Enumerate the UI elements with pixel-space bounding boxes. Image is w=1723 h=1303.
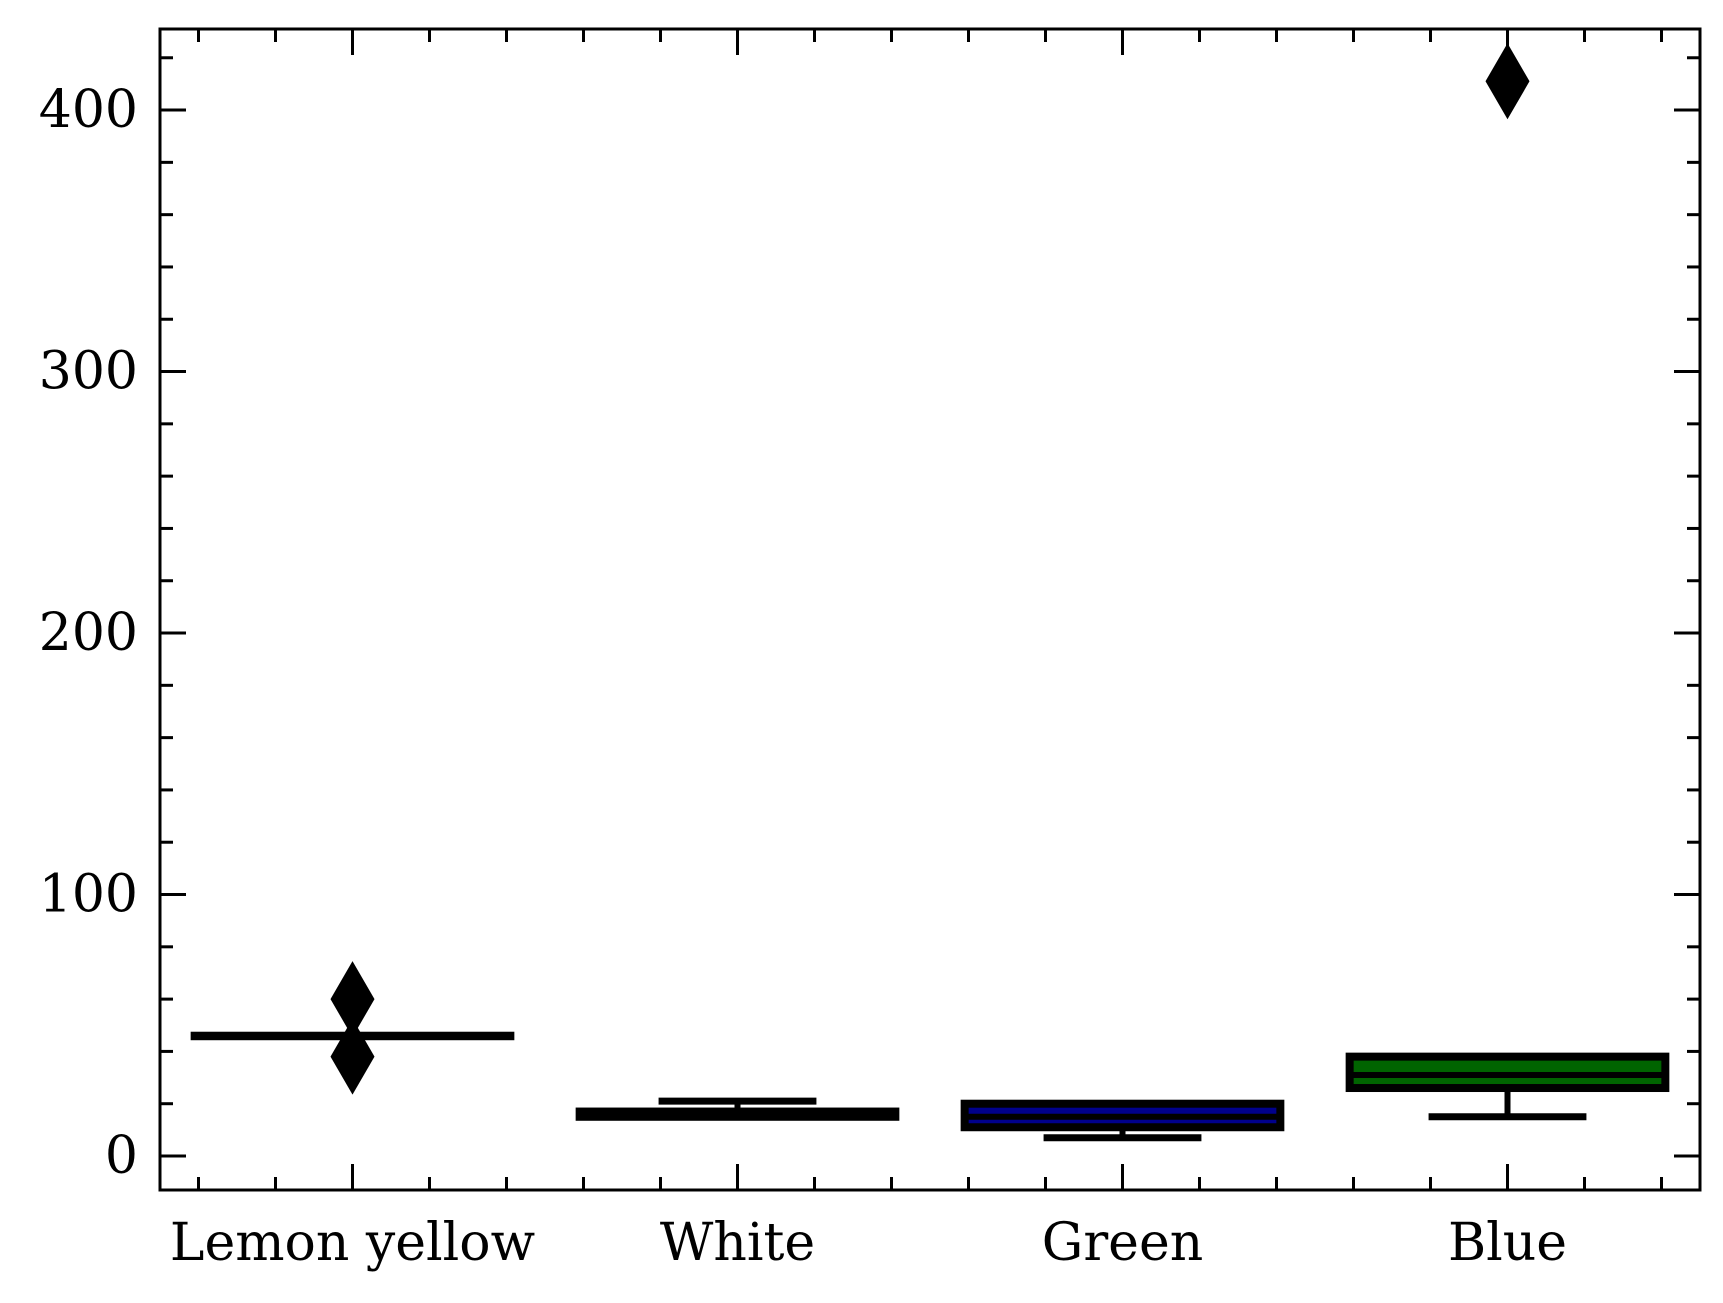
x-tick-label: White xyxy=(660,1213,815,1273)
x-tick-label: Green xyxy=(1042,1213,1203,1273)
y-tick-label: 300 xyxy=(39,342,138,402)
outlier-point xyxy=(1485,43,1530,120)
box-group-white xyxy=(575,1097,900,1121)
plot-marks xyxy=(190,43,1670,1142)
box-group-blue xyxy=(1345,43,1670,1121)
box-group-green xyxy=(960,1099,1285,1142)
x-tick-label: Blue xyxy=(1448,1213,1567,1273)
y-tick-label: 200 xyxy=(39,603,138,663)
outlier-point xyxy=(330,1018,375,1095)
plot-frame xyxy=(158,27,1702,1192)
box-group-lemon-yellow xyxy=(190,961,515,1095)
outlier-point xyxy=(330,961,375,1038)
axes: 0 100 200 300 400 Lemon yellow White Green Blue xyxy=(39,27,1702,1273)
x-tick-label: Lemon yellow xyxy=(170,1213,535,1273)
y-tick-label: 400 xyxy=(39,80,138,140)
y-tick-label: 100 xyxy=(39,865,138,925)
y-tick-label: 0 xyxy=(105,1126,138,1186)
